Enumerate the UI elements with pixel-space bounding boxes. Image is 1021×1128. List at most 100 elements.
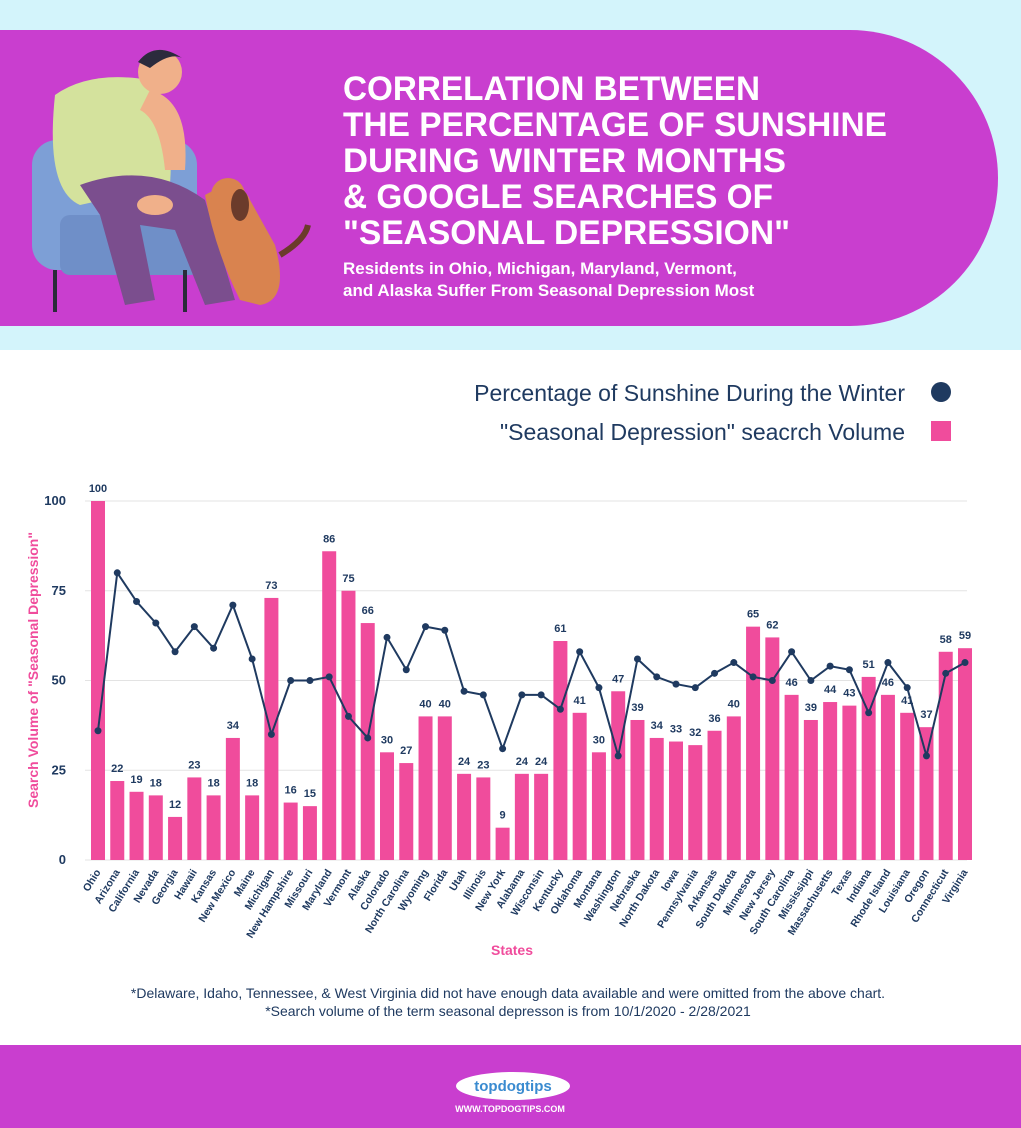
y-tick-label: 25 — [52, 762, 66, 777]
line-point — [730, 659, 738, 667]
bar — [322, 551, 337, 860]
bar — [746, 626, 761, 860]
data-label: 32 — [689, 727, 701, 739]
line-point — [807, 677, 815, 684]
bar — [302, 806, 317, 860]
y-tick-label: 50 — [52, 673, 66, 688]
data-label: 22 — [111, 763, 123, 775]
line-point — [845, 666, 853, 674]
bar — [437, 716, 452, 860]
bar — [572, 712, 587, 860]
legend-marker — [931, 421, 951, 441]
logo-badge — [456, 1072, 570, 1100]
data-label: 100 — [89, 483, 107, 495]
bar — [784, 694, 799, 860]
data-label: 65 — [747, 609, 759, 621]
data-label: 33 — [670, 724, 682, 736]
data-label: 18 — [207, 777, 219, 789]
line-point — [633, 655, 641, 663]
data-label: 61 — [554, 623, 566, 635]
bar — [129, 791, 144, 860]
data-label: 40 — [728, 698, 740, 710]
bar — [842, 705, 857, 860]
line — [97, 570, 966, 757]
line-point — [614, 752, 622, 760]
data-label: 34 — [651, 720, 664, 732]
line-point — [865, 709, 873, 717]
bar — [534, 773, 549, 860]
subtitle-line: and Alaska Suffer From Seasonal Depressi… — [343, 281, 755, 300]
line-point — [248, 655, 256, 663]
bar — [495, 827, 510, 860]
line-point — [267, 730, 275, 738]
legend-marker — [931, 382, 951, 402]
line-point — [942, 669, 950, 677]
line-point — [961, 659, 969, 667]
data-label: 30 — [593, 734, 605, 746]
data-label: 9 — [500, 810, 506, 822]
line-point — [287, 677, 295, 684]
line-point — [672, 680, 680, 688]
line-point — [171, 648, 179, 656]
line-point — [884, 659, 892, 667]
data-label: 16 — [285, 785, 297, 797]
line-point — [133, 598, 141, 606]
line-point — [556, 705, 564, 713]
data-label: 27 — [400, 745, 412, 757]
line-point — [152, 619, 160, 627]
bar — [861, 676, 876, 860]
bar — [630, 719, 645, 860]
bar — [707, 730, 722, 860]
footnote: *Search volume of the term seasonal depr… — [265, 1003, 751, 1019]
data-label: 59 — [959, 630, 971, 642]
data-label: 36 — [708, 713, 720, 725]
bar — [900, 712, 915, 860]
data-label: 34 — [227, 720, 240, 732]
line-point — [364, 734, 372, 742]
line-point — [441, 626, 449, 634]
line-point — [229, 601, 237, 609]
data-label: 24 — [535, 756, 548, 768]
title-line: CORRELATION BETWEEN — [343, 70, 760, 108]
logo: topdogtips — [474, 1078, 551, 1095]
bar — [91, 501, 105, 860]
line-point — [190, 623, 198, 631]
bar — [669, 741, 683, 860]
title-line: & GOOGLE SEARCHES OF — [343, 178, 773, 216]
line-point — [479, 691, 487, 699]
bar — [168, 816, 183, 860]
bar — [880, 694, 895, 860]
bar — [187, 777, 202, 860]
bar — [688, 745, 703, 860]
chart: Percentage of Sunshine During the Winter… — [25, 380, 972, 958]
bar — [649, 737, 664, 860]
data-label: 46 — [785, 677, 797, 689]
line-point — [788, 648, 796, 656]
bar — [823, 702, 838, 860]
legend-label: "Seasonal Depression" seacrch Volume — [500, 419, 905, 445]
line-point — [691, 684, 699, 692]
bar — [206, 795, 221, 860]
data-label: 75 — [342, 573, 354, 585]
title-line: DURING WINTER MONTHS — [343, 142, 786, 180]
title-line: "SEASONAL DEPRESSION" — [343, 214, 790, 252]
line-point — [711, 669, 719, 677]
line-point — [210, 644, 218, 652]
line-point — [325, 673, 333, 681]
bar — [591, 752, 606, 860]
data-label: 23 — [477, 759, 489, 771]
data-label: 19 — [130, 774, 142, 786]
line-point — [499, 745, 507, 753]
data-label: 62 — [766, 619, 778, 631]
bar — [726, 716, 741, 860]
data-label: 66 — [362, 605, 374, 617]
bar — [399, 763, 414, 860]
bar — [225, 737, 240, 860]
bar — [919, 727, 934, 860]
line-point — [94, 727, 102, 735]
bar — [264, 597, 279, 860]
data-label: 23 — [188, 759, 200, 771]
data-label: 40 — [419, 698, 431, 710]
data-label: 37 — [920, 709, 932, 721]
bar — [245, 795, 260, 860]
